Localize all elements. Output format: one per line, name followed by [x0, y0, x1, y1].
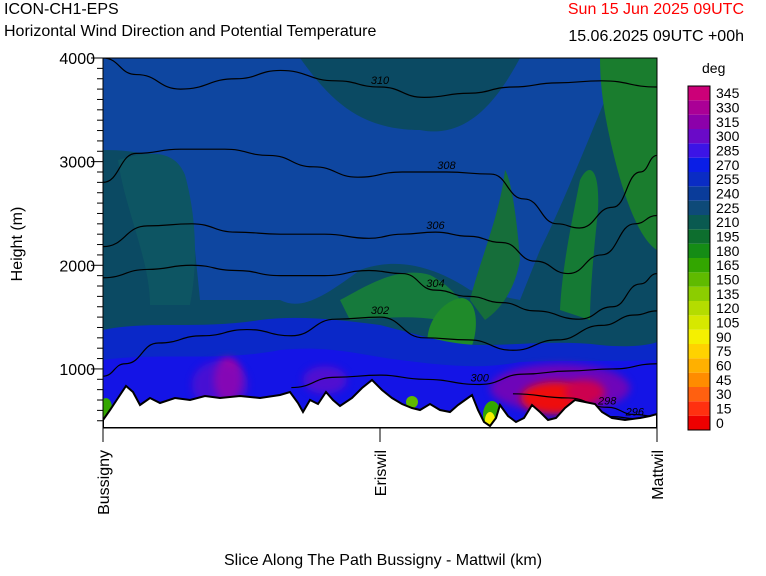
colorbar-label: 315	[716, 114, 740, 130]
x-axis: Bussigny Eriswil Mattwil	[96, 428, 667, 515]
terrain-mask	[103, 378, 657, 428]
colorbar-unit: deg	[702, 60, 726, 76]
colorbar-label: 300	[716, 128, 740, 144]
theta-contour-label: 306	[426, 220, 445, 232]
colorbar-cell	[688, 415, 710, 430]
theta-contour-label: 310	[371, 75, 390, 87]
theta-contour	[512, 393, 657, 418]
theta-contour-label: 300	[471, 372, 490, 384]
colorbar-cell	[688, 157, 710, 172]
colorbar-cell	[688, 372, 710, 387]
theta-contour	[291, 363, 657, 389]
y-axis: 1000 2000 3000 4000	[59, 51, 103, 422]
colorbar-label: 330	[716, 100, 740, 116]
y-tick-label: 4000	[59, 51, 95, 68]
colorbar-cell	[688, 143, 710, 158]
colorbar-cell	[688, 387, 710, 402]
field-patch-green-small	[406, 396, 418, 408]
colorbar-label: 240	[716, 186, 740, 202]
colorbar-cell	[688, 401, 710, 416]
colorbar-frame	[687, 85, 711, 431]
model-name: ICON-CH1-EPS	[4, 1, 119, 18]
colorbar-label: 180	[716, 243, 740, 259]
colorbar-label: 255	[716, 171, 740, 187]
colorbar-cell	[688, 301, 710, 316]
theta-contour	[103, 148, 657, 229]
theta-contour	[103, 58, 657, 98]
colorbar-label: 165	[716, 257, 740, 273]
colorbar-label: 225	[716, 200, 740, 216]
colorbar-cell	[688, 229, 710, 244]
colorbar-label: 150	[716, 272, 740, 288]
colorbar-cell	[688, 344, 710, 359]
colorbar-cell	[688, 200, 710, 215]
field-region-green-mid	[340, 272, 470, 320]
field-region-blue-upper-left	[103, 58, 605, 304]
colorbar-cell	[688, 258, 710, 273]
colorbar-label: 45	[716, 372, 732, 388]
theta-contour	[103, 310, 657, 377]
field-region-green-right	[600, 58, 657, 250]
colorbar-label: 120	[716, 300, 740, 316]
field-region-green-stripe-1	[470, 170, 520, 320]
colorbar: 0153045607590105120135150165180195210225…	[687, 85, 740, 431]
colorbar-label: 30	[716, 386, 732, 402]
valid-time: Sun 15 Jun 2025 09UTC	[567, 1, 744, 18]
x-tick-label: Bussigny	[96, 450, 113, 515]
colorbar-label: 105	[716, 315, 740, 331]
chart-title: Horizontal Wind Direction and Potential …	[4, 23, 377, 40]
theta-contour	[103, 264, 657, 320]
colorbar-label: 285	[716, 143, 740, 159]
colorbar-cell	[688, 186, 710, 201]
y-tick-label: 3000	[59, 155, 95, 172]
colorbar-cell	[688, 286, 710, 301]
theta-contour-label: 302	[371, 305, 389, 317]
field-region-teal-left	[118, 153, 195, 305]
x-tick-label: Eriswil	[373, 450, 390, 496]
colorbar-cell	[688, 243, 710, 258]
colorbar-label: 195	[716, 229, 740, 245]
colorbar-label: 135	[716, 286, 740, 302]
y-tick-label: 2000	[59, 258, 95, 275]
colorbar-cell	[688, 172, 710, 187]
colorbar-cell	[688, 272, 710, 287]
colorbar-cell	[688, 329, 710, 344]
colorbar-label: 345	[716, 85, 740, 101]
run-info: 15.06.2025 09UTC +00h	[568, 28, 744, 45]
colorbar-label: 210	[716, 214, 740, 230]
colorbar-label: 90	[716, 329, 732, 345]
theta-contour-label: 308	[437, 160, 456, 172]
colorbar-cell	[688, 358, 710, 373]
plot-area: 296 298 300 302 304 306 308 310	[103, 58, 657, 428]
colorbar-label: 270	[716, 157, 740, 173]
theta-contour-label: 304	[426, 278, 444, 290]
theta-contour-label: 296	[625, 407, 645, 419]
colorbar-label: 0	[716, 415, 724, 431]
colorbar-label: 75	[716, 343, 732, 359]
colorbar-cell	[688, 129, 710, 144]
x-axis-label: Slice Along The Path Bussigny - Mattwil …	[223, 552, 543, 569]
field-region-green-stripe-2	[560, 170, 599, 320]
colorbar-label: 60	[716, 358, 732, 374]
field-patch-purple-center	[303, 366, 347, 394]
y-tick-label: 1000	[59, 362, 95, 379]
colorbar-cell	[688, 100, 710, 115]
colorbar-cell	[688, 86, 710, 101]
potential-temperature-contours: 296 298 300 302 304 306 308 310	[103, 58, 657, 422]
theta-contour	[103, 214, 657, 275]
colorbar-cell	[688, 215, 710, 230]
x-tick-label: Mattwil	[650, 450, 667, 500]
colorbar-cell	[688, 315, 710, 330]
colorbar-label: 15	[716, 401, 732, 417]
colorbar-cell	[688, 114, 710, 129]
theta-contour-label: 298	[597, 395, 617, 407]
